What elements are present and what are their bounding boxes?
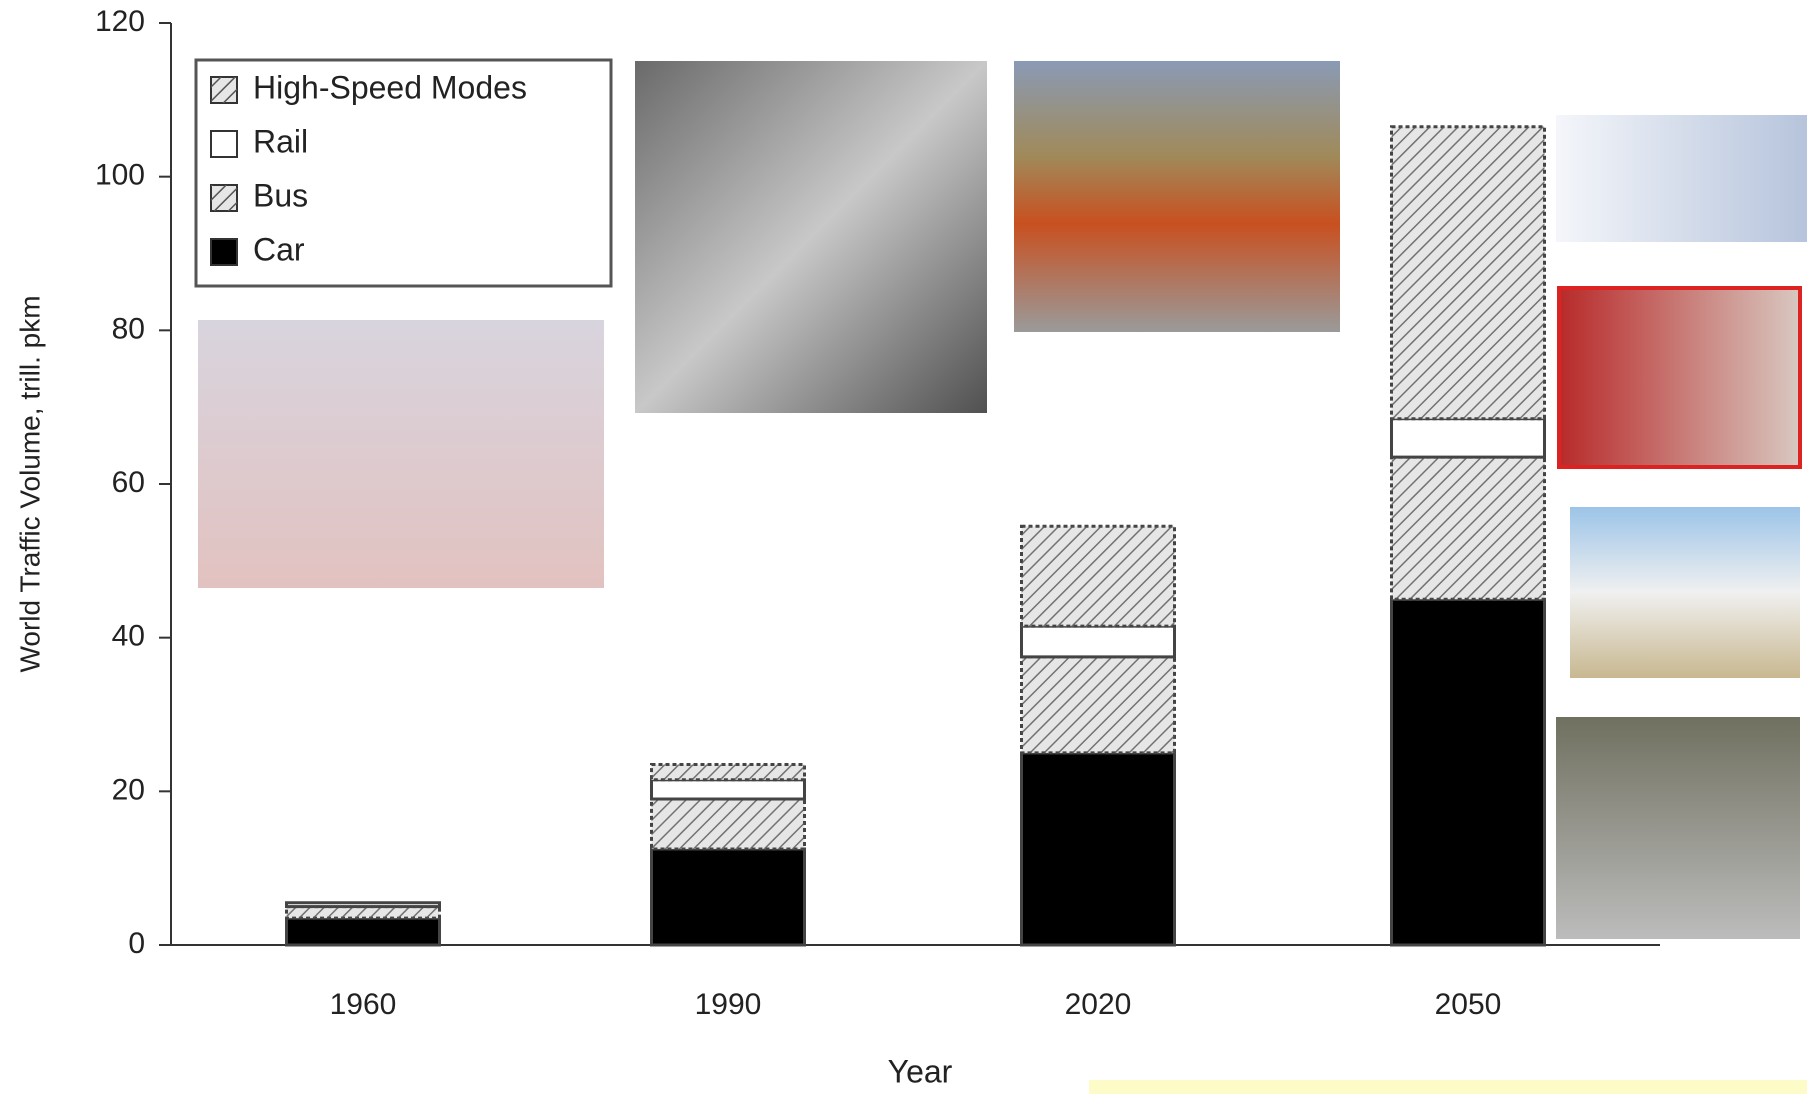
bar-segment <box>287 903 440 907</box>
road-photo <box>635 61 987 413</box>
crash-photo <box>1014 61 1340 332</box>
bar-segment <box>1392 419 1545 457</box>
y-tick-label: 0 <box>128 927 145 960</box>
legend-swatch <box>211 131 237 157</box>
bar-hatch <box>652 764 805 779</box>
bar-hatch <box>1022 526 1175 626</box>
x-axis-label: Year <box>888 1053 953 1089</box>
y-tick-label: 100 <box>95 159 145 192</box>
traffic-photo <box>1556 717 1800 939</box>
bus-photo <box>1570 507 1800 678</box>
bar-segment <box>652 849 805 945</box>
bar-segment <box>1392 599 1545 945</box>
bar-hatch <box>1392 457 1545 599</box>
bar-hatch <box>652 799 805 849</box>
bar-segment <box>287 918 440 945</box>
legend-hatch <box>211 77 237 103</box>
metro-photo <box>1559 288 1800 467</box>
legend-label: Bus <box>253 177 308 213</box>
legend-label: Car <box>253 231 305 267</box>
x-tick-label: 1960 <box>330 988 397 1021</box>
y-tick-label: 60 <box>112 466 145 499</box>
y-tick-label: 20 <box>112 773 145 806</box>
y-tick-label: 80 <box>112 312 145 345</box>
x-tick-label: 2020 <box>1065 988 1132 1021</box>
train-photo <box>1556 115 1807 242</box>
bar-segment <box>652 780 805 799</box>
bar-hatch <box>287 907 440 919</box>
highlight-strip <box>1089 1080 1807 1094</box>
bar-segment <box>1022 753 1175 945</box>
y-axis-label: World Traffic Volume, trill. pkm <box>14 295 45 672</box>
legend-label: High-Speed Modes <box>253 69 527 105</box>
exhaust-photo <box>198 320 604 588</box>
x-tick-label: 1990 <box>695 988 762 1021</box>
bar-hatch <box>1392 127 1545 419</box>
bar-segment <box>1022 626 1175 657</box>
bar-hatch <box>1022 657 1175 753</box>
legend-swatch <box>211 239 237 265</box>
legend-label: Rail <box>253 123 308 159</box>
y-tick-label: 40 <box>112 620 145 653</box>
legend-hatch <box>211 185 237 211</box>
chart: World Traffic Volume, trill. pkm Year 0 2… <box>0 0 1807 1094</box>
x-tick-label: 2050 <box>1435 988 1502 1021</box>
y-tick-label: 120 <box>95 5 145 38</box>
